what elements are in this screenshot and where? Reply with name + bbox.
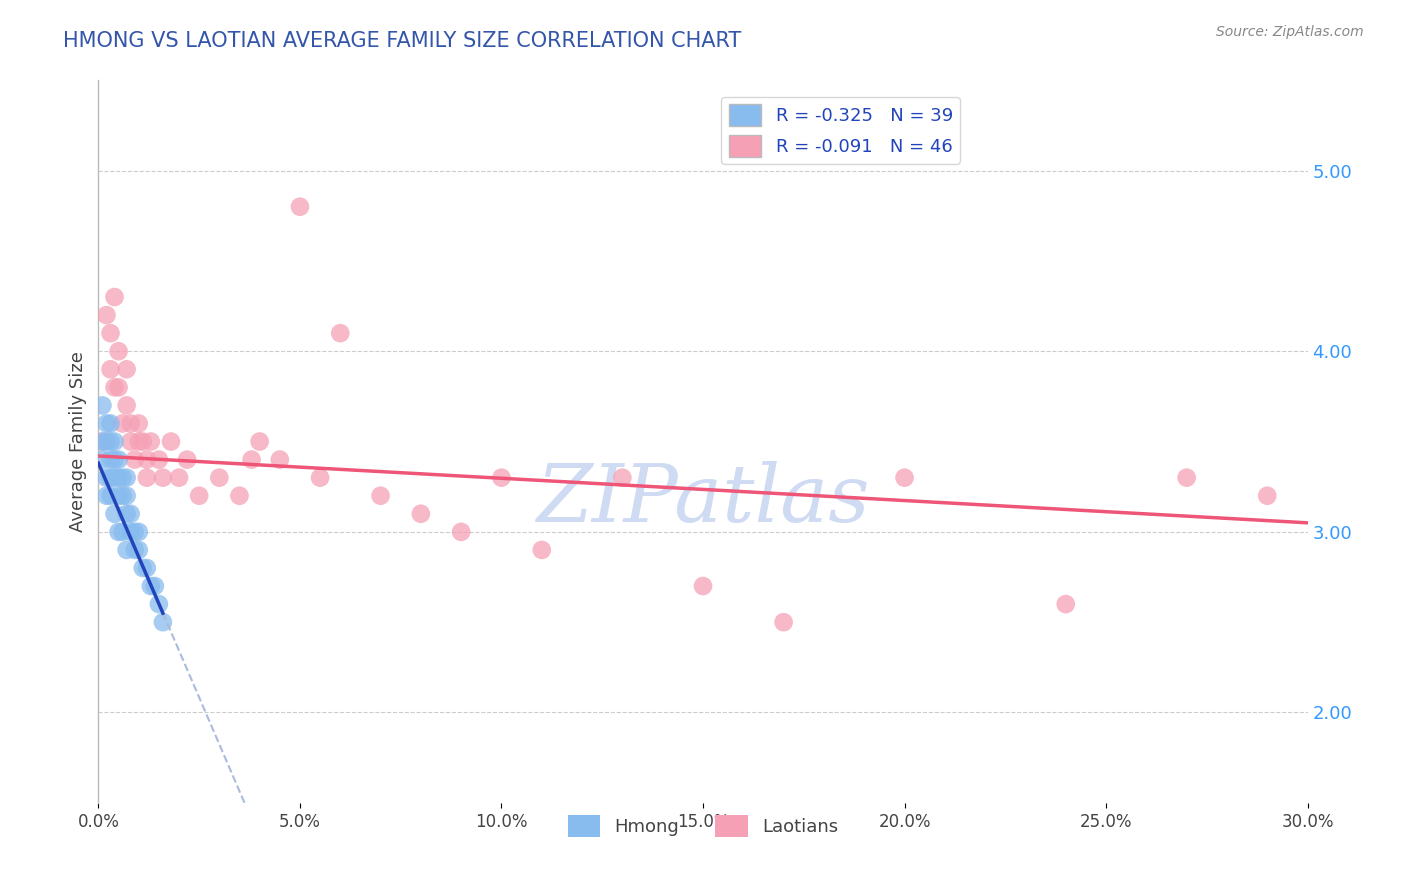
Point <box>120 507 142 521</box>
Point <box>115 542 138 557</box>
Point <box>120 417 142 431</box>
Point <box>128 524 150 539</box>
Point <box>1054 597 1077 611</box>
Point <box>91 398 114 412</box>
Point <box>288 200 311 214</box>
Point <box>115 471 138 485</box>
Point <box>152 471 174 485</box>
Point <box>107 452 129 467</box>
Point <box>103 452 125 467</box>
Point <box>370 489 392 503</box>
Point <box>139 434 162 449</box>
Point <box>96 471 118 485</box>
Point <box>893 471 915 485</box>
Point <box>107 380 129 394</box>
Point <box>249 434 271 449</box>
Point <box>692 579 714 593</box>
Point <box>135 471 157 485</box>
Point <box>103 434 125 449</box>
Point <box>107 524 129 539</box>
Point <box>128 417 150 431</box>
Point <box>772 615 794 630</box>
Point <box>100 417 122 431</box>
Point <box>1256 489 1278 503</box>
Point <box>269 452 291 467</box>
Point <box>107 471 129 485</box>
Point <box>132 434 155 449</box>
Point <box>107 344 129 359</box>
Point <box>103 507 125 521</box>
Point <box>111 417 134 431</box>
Point <box>100 471 122 485</box>
Point <box>148 452 170 467</box>
Point <box>208 471 231 485</box>
Point <box>409 507 432 521</box>
Point <box>309 471 332 485</box>
Point <box>124 542 146 557</box>
Point <box>124 524 146 539</box>
Point <box>96 434 118 449</box>
Point <box>115 507 138 521</box>
Point <box>120 434 142 449</box>
Point <box>96 489 118 503</box>
Point <box>143 579 166 593</box>
Point <box>111 489 134 503</box>
Point <box>612 471 634 485</box>
Point <box>111 524 134 539</box>
Point <box>128 434 150 449</box>
Point <box>228 489 250 503</box>
Point <box>135 452 157 467</box>
Legend: Hmong, Laotians: Hmong, Laotians <box>561 808 845 845</box>
Point <box>96 308 118 322</box>
Point <box>120 524 142 539</box>
Point <box>176 452 198 467</box>
Point <box>128 542 150 557</box>
Point <box>1175 471 1198 485</box>
Point <box>491 471 513 485</box>
Y-axis label: Average Family Size: Average Family Size <box>69 351 87 532</box>
Point <box>100 452 122 467</box>
Text: Source: ZipAtlas.com: Source: ZipAtlas.com <box>1216 25 1364 39</box>
Point <box>91 434 114 449</box>
Point <box>107 489 129 503</box>
Point <box>167 471 190 485</box>
Point <box>188 489 211 503</box>
Point <box>240 452 263 467</box>
Point <box>103 290 125 304</box>
Point <box>91 434 114 449</box>
Point <box>103 471 125 485</box>
Point <box>160 434 183 449</box>
Point <box>96 417 118 431</box>
Point <box>530 542 553 557</box>
Point <box>100 489 122 503</box>
Point <box>100 362 122 376</box>
Point <box>115 489 138 503</box>
Point <box>103 380 125 394</box>
Text: HMONG VS LAOTIAN AVERAGE FAMILY SIZE CORRELATION CHART: HMONG VS LAOTIAN AVERAGE FAMILY SIZE COR… <box>63 31 741 51</box>
Point <box>115 398 138 412</box>
Point <box>139 579 162 593</box>
Point <box>148 597 170 611</box>
Point <box>91 452 114 467</box>
Point <box>111 471 134 485</box>
Point <box>152 615 174 630</box>
Point <box>329 326 352 341</box>
Point <box>100 434 122 449</box>
Text: ZIPatlas: ZIPatlas <box>536 460 870 538</box>
Point <box>132 561 155 575</box>
Point <box>124 452 146 467</box>
Point <box>135 561 157 575</box>
Point <box>450 524 472 539</box>
Point <box>100 326 122 341</box>
Point <box>115 362 138 376</box>
